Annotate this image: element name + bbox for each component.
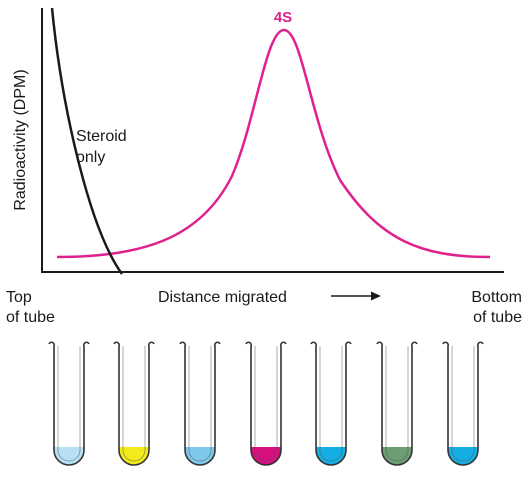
bottom-of-tube-label-line2: of tube xyxy=(473,309,522,326)
tube-contents xyxy=(185,447,215,465)
tube-inner-wall xyxy=(57,346,81,462)
y-axis-label: Radioactivity (DPM) xyxy=(12,69,29,210)
tube-inner-wall xyxy=(319,346,343,462)
tube-inner-wall xyxy=(122,346,146,462)
test-tube xyxy=(376,341,418,466)
tube-contents xyxy=(251,447,281,465)
test-tube xyxy=(442,341,484,466)
test-tube xyxy=(113,341,155,466)
tube-outline xyxy=(179,341,221,466)
top-of-tube-label-line1: Top xyxy=(6,289,32,306)
tube-inner-wall xyxy=(385,346,409,462)
tube-contents xyxy=(316,447,346,465)
arrow-right-icon xyxy=(331,291,381,301)
x-axis-label: Distance migrated xyxy=(158,289,287,306)
tube-outline xyxy=(48,341,90,466)
tube-inner-wall xyxy=(451,346,475,462)
test-tube xyxy=(48,341,90,466)
tube-contents xyxy=(382,447,412,465)
steroid-label-line2: only xyxy=(76,149,105,166)
4s-curve xyxy=(56,28,491,259)
peak-label-4s: 4S xyxy=(274,9,292,26)
tube-contents xyxy=(119,447,149,465)
tube-outline xyxy=(245,341,287,466)
tube-contents xyxy=(54,447,84,465)
tube-outline xyxy=(113,341,155,466)
tube-contents xyxy=(448,447,478,465)
top-of-tube-label-line2: of tube xyxy=(6,309,55,326)
plot-area: Radioactivity (DPM) 4S Steroid only Dist… xyxy=(6,7,522,326)
tube-inner-wall xyxy=(254,346,278,462)
test-tube xyxy=(245,341,287,466)
steroid-only-curve xyxy=(50,7,124,275)
bottom-of-tube-label-line1: Bottom xyxy=(471,289,522,306)
tube-outline xyxy=(310,341,352,466)
test-tube xyxy=(179,341,221,466)
tube-outline xyxy=(376,341,418,466)
steroid-label-line1: Steroid xyxy=(76,128,127,145)
tube-row xyxy=(48,341,484,466)
tube-inner-wall xyxy=(188,346,212,462)
tube-outline xyxy=(442,341,484,466)
test-tube xyxy=(310,341,352,466)
